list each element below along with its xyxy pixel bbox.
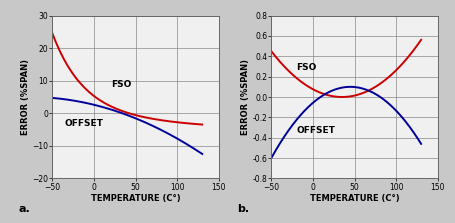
Text: OFFSET: OFFSET: [65, 119, 104, 128]
Text: a.: a.: [18, 204, 30, 214]
Text: OFFSET: OFFSET: [296, 126, 334, 135]
Y-axis label: ERROR (%SPAN): ERROR (%SPAN): [21, 59, 30, 135]
X-axis label: TEMPERATURE (C°): TEMPERATURE (C°): [309, 194, 399, 203]
Text: FSO: FSO: [296, 62, 316, 72]
Text: FSO: FSO: [111, 80, 131, 89]
X-axis label: TEMPERATURE (C°): TEMPERATURE (C°): [91, 194, 180, 203]
Y-axis label: ERROR (%SPAN): ERROR (%SPAN): [241, 59, 250, 135]
Text: b.: b.: [237, 204, 249, 214]
